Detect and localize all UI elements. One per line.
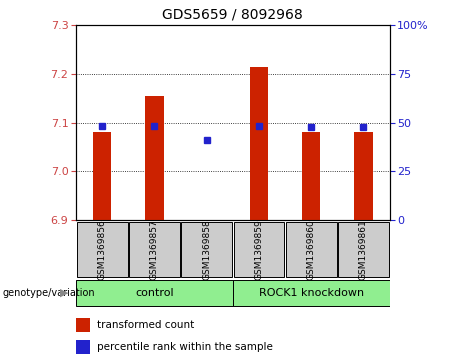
Text: ROCK1 knockdown: ROCK1 knockdown [259,287,364,298]
Bar [354,132,372,220]
FancyBboxPatch shape [234,222,284,277]
Text: transformed count: transformed count [97,320,194,330]
Bar [93,132,111,220]
FancyBboxPatch shape [181,222,232,277]
Bar [76,340,90,354]
Bar [197,220,216,222]
Text: percentile rank within the sample: percentile rank within the sample [97,342,273,352]
FancyBboxPatch shape [338,222,389,277]
FancyBboxPatch shape [129,222,180,277]
Text: control: control [135,287,174,298]
Title: GDS5659 / 8092968: GDS5659 / 8092968 [162,8,303,21]
FancyBboxPatch shape [233,280,390,306]
Text: genotype/variation: genotype/variation [2,287,95,298]
Text: ▶: ▶ [60,287,68,298]
Text: GSM1369858: GSM1369858 [202,219,211,280]
FancyBboxPatch shape [77,222,128,277]
Text: GSM1369861: GSM1369861 [359,219,368,280]
Text: GSM1369860: GSM1369860 [307,219,316,280]
FancyBboxPatch shape [76,280,233,306]
Bar [145,96,164,220]
Bar [76,318,90,332]
Text: GSM1369856: GSM1369856 [98,219,106,280]
Text: GSM1369857: GSM1369857 [150,219,159,280]
Text: GSM1369859: GSM1369859 [254,219,263,280]
Bar [250,67,268,220]
Bar [302,132,320,220]
FancyBboxPatch shape [286,222,337,277]
